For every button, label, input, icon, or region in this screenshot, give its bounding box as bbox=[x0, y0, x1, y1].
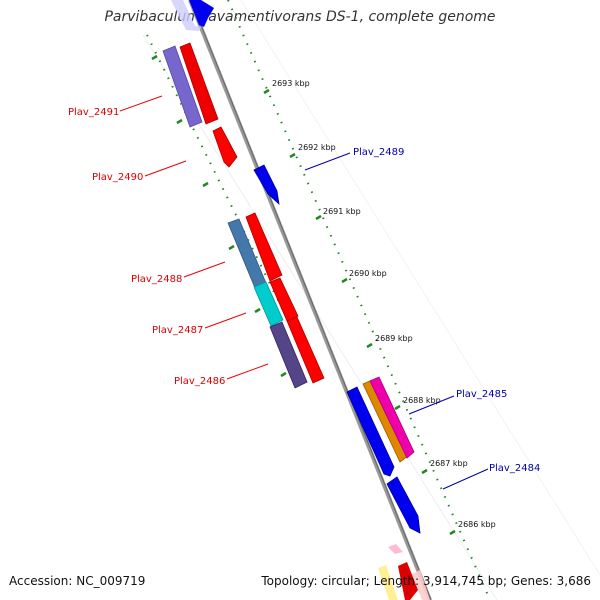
leader-line bbox=[226, 363, 269, 380]
reverse-gene-leaders bbox=[119, 95, 269, 380]
leader-line bbox=[144, 160, 187, 177]
topology-text: Topology: circular; Length: 3,914,745 bp… bbox=[261, 574, 591, 588]
gene-box-plav-2486-homolog[interactable] bbox=[269, 321, 308, 389]
tick-label: 2691 kbp bbox=[323, 207, 361, 216]
outer-major-tick bbox=[289, 152, 296, 159]
leader-line bbox=[204, 312, 247, 329]
gene-box[interactable] bbox=[412, 570, 430, 600]
gene-arrow-plav-2484[interactable] bbox=[386, 476, 421, 534]
outer-major-tick bbox=[449, 529, 456, 536]
outer-major-tick bbox=[263, 88, 270, 95]
gene-arrow[interactable] bbox=[189, 0, 214, 27]
gene-box[interactable] bbox=[171, 0, 201, 31]
accession-text: Accession: NC_009719 bbox=[9, 574, 146, 588]
inner-major-tick bbox=[176, 118, 183, 125]
outer-major-ticks bbox=[263, 88, 456, 536]
tick-label: 2690 kbp bbox=[349, 269, 387, 278]
gene-box[interactable] bbox=[388, 544, 403, 554]
gene-arrow[interactable] bbox=[398, 562, 418, 600]
inner-major-tick bbox=[151, 54, 158, 61]
outer-major-tick bbox=[421, 468, 428, 475]
leader-line bbox=[408, 395, 455, 415]
guide-track-outer bbox=[240, 0, 600, 576]
genome-backbone-edge bbox=[190, 0, 432, 600]
inner-major-ticks bbox=[151, 54, 287, 378]
inner-major-tick bbox=[202, 181, 209, 188]
gene-arrow-plav-2490[interactable] bbox=[212, 126, 238, 168]
tick-label: 2689 kbp bbox=[375, 334, 413, 343]
gene-arrow-plav-2485-a[interactable] bbox=[346, 386, 395, 477]
outer-major-tick bbox=[341, 277, 348, 284]
outer-major-tick bbox=[394, 404, 401, 411]
gene-label-plav-2491[interactable]: Plav_2491 bbox=[68, 107, 119, 118]
gene-arrow-plav-2489[interactable] bbox=[253, 164, 280, 206]
tick-label: 2692 kbp bbox=[298, 143, 336, 152]
tick-label: 2688 kbp bbox=[403, 396, 441, 405]
gene-label-plav-2484[interactable]: Plav_2484 bbox=[489, 463, 540, 474]
tick-label: 2693 kbp bbox=[272, 79, 310, 88]
gene-arrow-plav-2486[interactable] bbox=[286, 316, 325, 384]
gene-arrow-plav-2491[interactable] bbox=[179, 42, 219, 125]
outer-major-tick bbox=[366, 342, 373, 349]
tick-label: 2687 kbp bbox=[430, 459, 468, 468]
forward-gene-leaders bbox=[304, 152, 489, 490]
leader-line bbox=[304, 152, 351, 171]
inner-major-tick bbox=[280, 371, 287, 378]
inner-major-tick bbox=[254, 307, 261, 314]
gene-arrow-plav-2488[interactable] bbox=[245, 212, 283, 282]
gene-label-plav-2488[interactable]: Plav_2488 bbox=[131, 274, 182, 285]
inner-major-tick bbox=[228, 244, 235, 251]
gene-box[interactable] bbox=[378, 565, 398, 600]
leader-line bbox=[442, 468, 489, 490]
gene-arrow-plav-2487[interactable] bbox=[269, 277, 299, 322]
gene-label-plav-2487[interactable]: Plav_2487 bbox=[152, 325, 203, 336]
gene-label-plav-2486[interactable]: Plav_2486 bbox=[174, 376, 225, 387]
gene-arrow-plav-2485[interactable] bbox=[369, 376, 415, 459]
leader-line bbox=[183, 261, 226, 278]
guide-track-inner bbox=[142, 34, 498, 600]
gene-label-plav-2489[interactable]: Plav_2489 bbox=[353, 147, 404, 158]
gene-box-plav-2487-homolog[interactable] bbox=[253, 281, 284, 327]
gene-box-plav-2491-homolog[interactable] bbox=[162, 45, 203, 128]
outer-major-tick bbox=[315, 214, 322, 221]
leader-line bbox=[119, 95, 163, 112]
genome-backbone bbox=[188, 0, 432, 600]
gene-label-plav-2490[interactable]: Plav_2490 bbox=[92, 172, 143, 183]
tick-label: 2686 kbp bbox=[458, 520, 496, 529]
gene-label-plav-2485[interactable]: Plav_2485 bbox=[456, 389, 507, 400]
